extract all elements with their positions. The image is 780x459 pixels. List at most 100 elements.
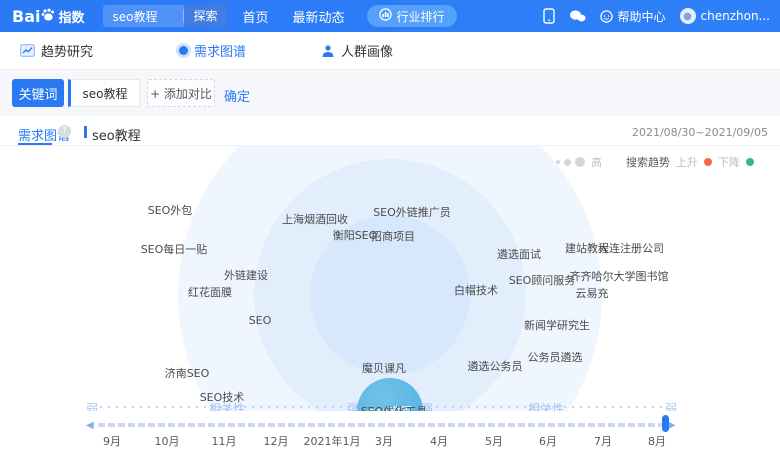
- axis-label: 弱: [664, 402, 678, 411]
- keyword-input[interactable]: seo教程: [68, 79, 140, 107]
- timeline-left-arrow[interactable]: ◀: [86, 420, 94, 431]
- user-account[interactable]: ● chenzhon...: [679, 8, 771, 24]
- help-label: 帮助中心: [617, 9, 666, 24]
- active-tab-underline: [18, 143, 52, 145]
- timeline-month-label: 9月: [103, 435, 121, 448]
- related-word-label: SEO: [248, 313, 272, 327]
- industry-ranking-button[interactable]: 行业排行: [366, 5, 457, 27]
- nav-latest-news[interactable]: 最新动态: [292, 10, 345, 26]
- tab-audience-profile[interactable]: 人群画像: [321, 41, 393, 60]
- timeline-month-label: 11月: [211, 435, 237, 448]
- related-word-label: 外链建设: [224, 268, 268, 282]
- person-icon: [322, 44, 334, 57]
- tab-label: 趋势研究: [41, 45, 94, 60]
- timeline-month-label: 3月: [375, 435, 393, 448]
- timeline: ◀ ▶ 9月 10月 11月 12月 2021年1月 3月 4月 5月 6月 7月 8月: [0, 411, 780, 459]
- help-center[interactable]: 帮助中心: [600, 8, 666, 25]
- axis-label: 相关性: [208, 402, 246, 411]
- timeline-month-label: 7月: [594, 435, 612, 448]
- timeline-month-label: 6月: [539, 435, 557, 448]
- timeline-month-label: 5月: [485, 435, 503, 448]
- related-word-label: 遴选公务员: [467, 359, 523, 373]
- panel-title[interactable]: 需求图谱: [18, 129, 71, 144]
- demand-scatter-chart: 弱 相关性 强 强 相关性 弱 seo教程 SEO外包 SEO每日一贴 外链建设 红花面膜…: [0, 146, 780, 411]
- center-keyword-label: seo教程: [368, 403, 413, 412]
- timeline-right-arrow[interactable]: ▶: [668, 420, 676, 431]
- add-compare-button[interactable]: + 添加对比: [147, 79, 215, 107]
- axis-label: 相关性: [527, 402, 565, 411]
- legend-size-dots: [556, 157, 585, 167]
- panel-header: 需求图谱 ? seo教程 2021/08/30~2021/09/05: [0, 116, 780, 146]
- wechat-cloud-icon[interactable]: [569, 9, 586, 23]
- axis-label: 强: [346, 402, 360, 411]
- related-word-label: 云易充: [575, 287, 609, 300]
- top-bar: Bai 指数 seo教程 探索 首页 最新动态 行业排行: [0, 0, 780, 32]
- active-radio-icon: [179, 46, 189, 55]
- logo-text-bai: Bai: [12, 6, 41, 26]
- related-word-label: SEO顾问服务: [508, 273, 576, 287]
- timeline-month-label: 8月: [648, 435, 666, 448]
- related-word-label: 建站教程: [565, 241, 609, 255]
- ranking-label: 行业排行: [396, 9, 445, 24]
- axis-label: 弱: [85, 402, 99, 411]
- legend-trend-label: 搜索趋势: [626, 156, 670, 169]
- related-word-label: 济南SEO: [164, 366, 210, 380]
- search-input[interactable]: seo教程: [112, 9, 158, 24]
- date-range: 2021/08/30~2021/09/05: [631, 126, 768, 139]
- help-icon: [600, 9, 614, 23]
- username: chenzhon...: [700, 9, 771, 23]
- related-word-label: 上海烟酒回收: [282, 213, 348, 226]
- keyword-button[interactable]: 关键词: [12, 79, 64, 107]
- mobile-app-icon[interactable]: [543, 8, 556, 24]
- baidu-index-logo[interactable]: Bai 指数: [12, 7, 85, 26]
- confirm-link[interactable]: 确定: [224, 90, 251, 105]
- tab-demand-graph[interactable]: 需求图谱: [179, 41, 246, 60]
- related-word-label: 齐齐哈尔大学图书馆: [569, 269, 669, 283]
- search-divider: [183, 9, 185, 23]
- relevance-ring: [310, 215, 470, 375]
- trend-chart-icon: [20, 44, 35, 57]
- tab-label: 人群画像: [341, 45, 394, 60]
- tab-trend-research[interactable]: 趋势研究: [20, 41, 93, 60]
- panel-divider: [0, 145, 780, 146]
- related-word-label: 公务员遴选: [527, 351, 583, 364]
- up-trend-dot: [704, 158, 712, 166]
- query-bar: 关键词 seo教程 + 添加对比 确定: [0, 70, 780, 116]
- user-avatar: ●: [679, 8, 696, 24]
- paw-icon: [41, 7, 56, 26]
- related-word-label: SEO外链推广员: [373, 206, 451, 219]
- timeline-slider-handle[interactable]: [662, 415, 669, 432]
- timeline-month-label: 4月: [430, 435, 448, 448]
- legend-high: 高: [591, 156, 602, 169]
- related-word-label: 新闻学研究生: [524, 319, 590, 332]
- related-word-label: 遴选面试: [497, 248, 541, 261]
- timeline-month-label: 2021年1月: [303, 435, 361, 448]
- ranking-icon: [378, 8, 392, 24]
- section-tabs: 趋势研究 需求图谱 人群画像: [0, 32, 780, 70]
- legend-down: 下降: [718, 156, 740, 169]
- panel-keyword: seo教程: [92, 129, 141, 144]
- timeline-month-label: 10月: [154, 435, 180, 448]
- related-word-label: 白帽技术: [454, 284, 498, 297]
- related-word-label: 红花面膜: [188, 286, 232, 299]
- question-help-icon[interactable]: ?: [58, 125, 71, 138]
- related-word-label: SEO技术: [199, 391, 245, 404]
- related-word-label: SEO每日一贴: [140, 242, 208, 256]
- timeline-track[interactable]: [98, 423, 662, 427]
- keyword-color-bar: [84, 126, 87, 138]
- related-word-label: 大连注册公司: [598, 241, 664, 255]
- search-button[interactable]: 探索: [184, 5, 227, 27]
- legend-up: 上升: [676, 156, 698, 169]
- legend-size-dot: [556, 160, 560, 164]
- related-word-label: SEO优化工具: [360, 404, 428, 412]
- legend-size-dot: [575, 157, 585, 167]
- related-word-label: 衡阳SEO: [332, 229, 378, 242]
- down-trend-dot: [746, 158, 754, 166]
- nav-home[interactable]: 首页: [242, 10, 269, 26]
- logo-text-index: 指数: [58, 10, 85, 26]
- related-word-label: SEO外包: [147, 203, 193, 217]
- search-box[interactable]: seo教程 探索: [102, 5, 227, 27]
- tab-label: 需求图谱: [194, 45, 247, 60]
- timeline-month-label: 12月: [263, 435, 289, 448]
